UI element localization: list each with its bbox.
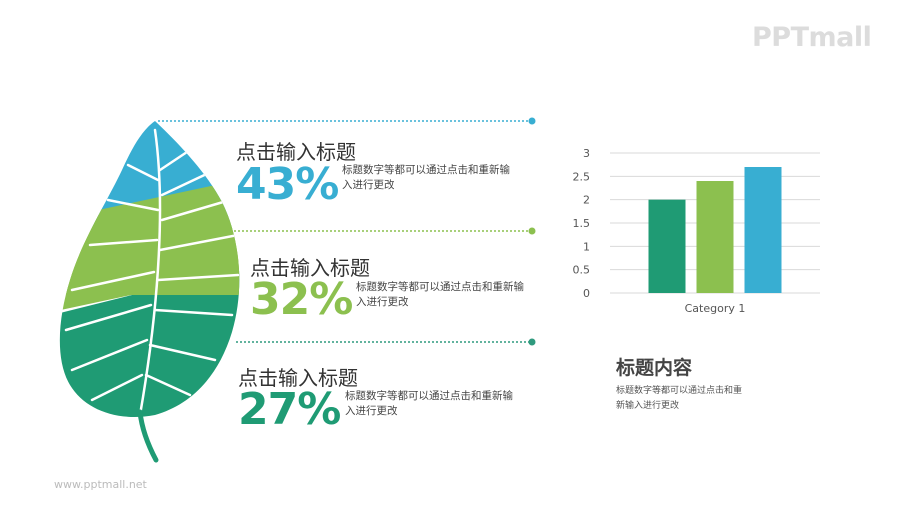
footer-url: www.pptmall.net [54, 478, 147, 491]
y-tick-label: 1.5 [573, 217, 591, 230]
side-title: 标题内容 [616, 357, 693, 379]
y-tick-label: 0 [583, 287, 590, 300]
bar-series-2 [696, 181, 734, 293]
side-description: 标题数字等都可以通过点击和重新输入进行更改 [616, 386, 743, 411]
pptmall-logo: PPTmall [752, 22, 872, 53]
item-1-title: 点击输入标题 [236, 140, 356, 164]
item-1-percent: 43% [236, 159, 339, 210]
item-3-percent: 27% [238, 384, 341, 435]
y-tick-label: 0.5 [573, 264, 591, 277]
x-category-label: Category 1 [685, 302, 746, 315]
bar-series-3 [744, 167, 782, 293]
y-tick-label: 1 [583, 240, 590, 253]
item-2-title: 点击输入标题 [250, 256, 370, 280]
item-2-desc: 标题数字等都可以通过点击和重新输入进行更改 [356, 281, 524, 308]
leaf-illustration [59, 117, 536, 463]
bar-chart: 0 0.5 1 1.5 2 2.5 3 Category 1 [573, 147, 820, 315]
y-tick-label: 2 [583, 194, 590, 207]
leaf-stem [137, 409, 159, 463]
item-1-desc: 标题数字等都可以通过点击和重新输入进行更改 [342, 164, 510, 191]
item-3-desc: 标题数字等都可以通过点击和重新输入进行更改 [345, 390, 513, 417]
connector-lines [158, 117, 536, 346]
item-3-title: 点击输入标题 [238, 366, 358, 390]
y-tick-label: 2.5 [573, 170, 591, 183]
y-tick-label: 3 [583, 147, 590, 160]
bar-series-1 [648, 199, 686, 293]
item-2-percent: 32% [250, 274, 353, 325]
leaf-veins [64, 128, 240, 417]
